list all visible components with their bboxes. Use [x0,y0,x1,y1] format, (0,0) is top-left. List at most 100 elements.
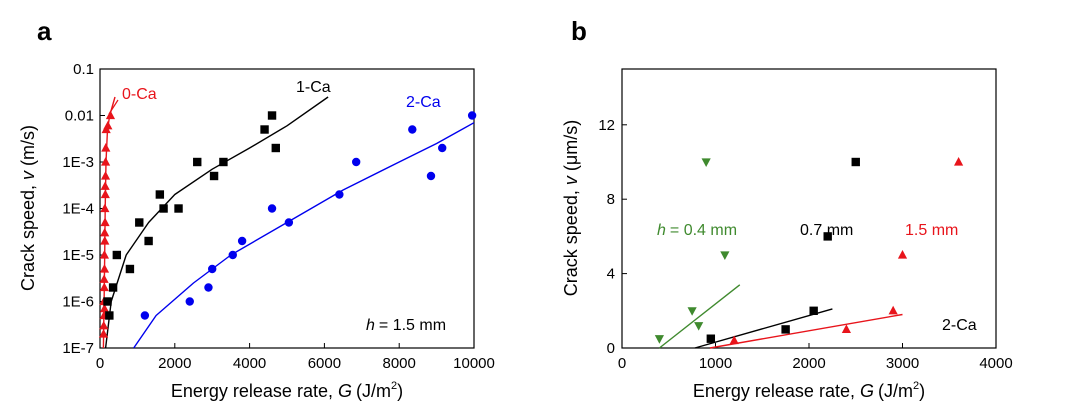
series-label-0ca-pointer [108,99,119,115]
data-marks-b [654,157,964,345]
data-point-a-series-1 [219,157,228,167]
data-point-a-series-1 [260,125,269,134]
x-axis-label-a: Energy release rate, G (J/m2) [171,380,403,401]
fit-lines-b [658,284,903,349]
series-label-1ca: 1-Ca [296,79,331,96]
x-axis-label-b: Energy release rate, G (J/m2) [693,380,925,401]
data-point-a-series-0 [99,250,110,259]
data-point-b-series-2 [897,250,908,259]
data-point-b-series-1 [823,232,832,241]
x-tick-label-b: 3000 [886,355,919,372]
data-point-a-series-0 [99,282,109,292]
x-tick-label-a: 2000 [158,355,191,372]
data-point-b-series-2 [954,157,964,166]
data-point-a-series-1 [267,111,277,120]
data-point-b-series-2 [841,324,851,333]
data-point-a-series-0 [98,329,109,338]
x-tick-label-a: 0 [96,355,104,372]
data-point-a-series-0 [100,217,110,227]
data-point-b-series-0 [654,335,664,344]
data-point-a-series-1 [155,190,165,199]
data-point-a-series-2 [228,250,237,260]
x-tick-label-a: 6000 [308,355,341,372]
y-tick-label-a: 1E-5 [62,247,94,264]
fit-line-2ca [133,122,475,349]
data-point-b-series-2 [729,335,739,345]
data-point-a-series-0 [105,110,116,120]
plot-frame-b [621,68,997,349]
data-point-a-series-0 [101,157,111,166]
annotation-2ca-b: 2-Ca [942,317,977,334]
fit-line-b-series-1 [694,308,833,349]
x-tick-label-b: 2000 [792,355,825,372]
data-point-a-series-0 [100,203,110,213]
data-point-a-series-1 [135,218,144,227]
data-point-a-series-2 [208,264,217,274]
data-point-b-series-1 [809,306,818,315]
data-point-a-series-2 [467,111,477,120]
y-tick-label-a: 1E-6 [62,294,94,311]
data-point-a-series-0 [99,320,109,330]
data-point-a-series-1 [193,157,202,167]
data-point-a-series-2 [335,190,344,199]
y-tick-label-a: 0.1 [73,61,94,78]
x-tick-label-b: 0 [618,355,626,372]
x-tick-label-b: 1000 [699,355,732,372]
data-point-a-series-1 [159,204,168,213]
axis-ticks-b: 0 1000 2000 3000 4000 0 4 8 12 [598,117,1012,372]
data-point-a-series-1 [209,171,219,181]
data-point-a-series-0 [100,236,110,245]
series-label-0ca: 0-Ca [122,86,157,103]
data-marks-a [98,110,477,338]
fit-line-b-series-2 [709,313,903,349]
data-point-b-series-0 [720,251,730,260]
series-label-1-5mm: 1.5 mm [905,222,958,239]
data-point-a-series-0 [101,143,111,152]
data-point-a-series-0 [99,303,110,313]
data-point-a-series-1 [125,264,135,274]
data-point-a-series-2 [185,297,194,306]
x-tick-label-b: 4000 [979,355,1012,372]
y-tick-label-a: 1E-7 [62,340,94,357]
x-tick-label-a: 4000 [233,355,266,372]
annotation-thickness-a: h = 1.5 mm [366,317,446,334]
data-point-a-series-1 [174,204,183,213]
data-point-a-series-2 [408,125,417,134]
fit-line-b-series-0 [658,284,741,349]
y-tick-label-a: 1E-3 [62,154,94,171]
data-point-b-series-2 [888,305,898,315]
data-point-b-series-1 [851,157,860,167]
y-axis-label-b: Crack speed,v(μm/s) [561,120,581,296]
data-point-a-series-1 [105,311,114,320]
series-label-0-7mm: 0.7 mm [800,222,853,239]
data-point-a-series-0 [99,263,110,273]
data-point-a-series-0 [100,170,111,180]
data-point-b-series-1 [781,325,790,334]
data-point-a-series-2 [438,143,447,153]
y-tick-label-b: 8 [607,191,615,208]
panel-letter-a: a [37,16,52,46]
data-point-a-series-2 [204,283,213,292]
data-point-a-series-1 [271,143,280,153]
y-tick-label-b: 0 [607,340,615,357]
data-point-b-series-1 [706,334,716,343]
data-point-a-series-2 [267,204,277,213]
data-point-a-series-1 [112,250,122,260]
axis-ticks-a: 0 2000 4000 6000 8000 10000 1E-7 1E-6 1E-5 1E-4 1E… [62,61,495,372]
data-point-b-series-0 [694,322,704,331]
data-point-a-series-2 [426,171,436,181]
data-point-a-series-2 [284,218,294,227]
series-label-2ca: 2-Ca [406,94,441,111]
y-tick-label-b: 4 [607,266,615,283]
data-point-a-series-0 [103,120,113,130]
data-point-a-series-2 [351,157,361,167]
data-point-a-series-1 [108,283,118,292]
data-point-a-series-0 [100,227,110,237]
y-tick-label-a: 1E-4 [62,201,94,218]
x-tick-label-a: 10000 [453,355,495,372]
data-point-a-series-0 [100,189,110,199]
panel-b: b 0 1000 2000 3000 4000 0 4 8 12 h = 0.4 mm 0.7 m… [561,16,1013,401]
series-label-0-4mm: h = 0.4 mm [657,222,737,239]
y-axis-label-a: Crack speed,v(m/s) [18,125,38,291]
